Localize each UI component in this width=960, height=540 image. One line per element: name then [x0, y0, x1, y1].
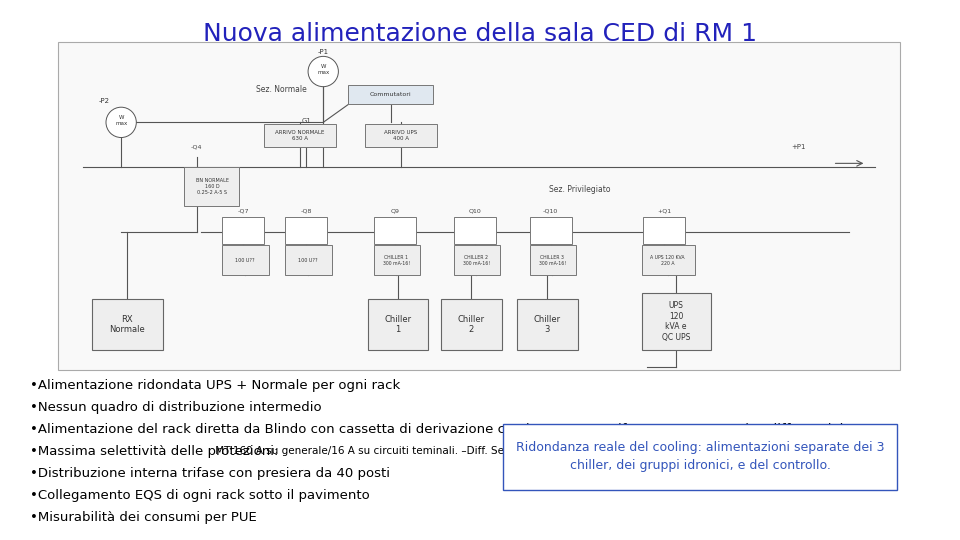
FancyBboxPatch shape [348, 85, 433, 104]
FancyBboxPatch shape [264, 124, 336, 147]
Text: +P1: +P1 [792, 144, 806, 150]
FancyBboxPatch shape [516, 300, 578, 350]
FancyBboxPatch shape [454, 245, 500, 275]
Text: •Alimentazione del rack diretta da Blindo con cassetta di derivazione con interr: •Alimentazione del rack diretta da Blind… [30, 422, 855, 435]
Text: -P2: -P2 [99, 98, 109, 104]
FancyBboxPatch shape [368, 300, 428, 350]
Text: G1: G1 [301, 118, 311, 124]
Text: CHILLER 3
300 mA-16!: CHILLER 3 300 mA-16! [539, 255, 565, 266]
Text: -Q4: -Q4 [191, 145, 203, 150]
Text: •Alimentazione ridondata UPS + Normale per ogni rack: •Alimentazione ridondata UPS + Normale p… [30, 379, 400, 392]
FancyBboxPatch shape [373, 218, 416, 244]
Text: Q10: Q10 [468, 208, 481, 213]
FancyBboxPatch shape [366, 124, 437, 147]
Text: BN NORMALE
160 D
0.25-2 A-5 S: BN NORMALE 160 D 0.25-2 A-5 S [196, 178, 228, 194]
Text: -Q10: -Q10 [543, 208, 558, 213]
FancyBboxPatch shape [441, 300, 502, 350]
FancyBboxPatch shape [222, 245, 269, 275]
Text: Commutatori: Commutatori [370, 92, 412, 97]
FancyBboxPatch shape [184, 167, 239, 206]
Text: -Q7: -Q7 [237, 208, 249, 213]
Text: Chiller
3: Chiller 3 [534, 315, 561, 334]
Text: •Nessun quadro di distribuzione intermedio: •Nessun quadro di distribuzione intermed… [30, 401, 322, 414]
Text: Sez. Privilegiato: Sez. Privilegiato [549, 185, 611, 194]
Text: Q9: Q9 [391, 208, 399, 213]
FancyBboxPatch shape [530, 218, 571, 244]
Text: CHILLER 1
300 mA-16!: CHILLER 1 300 mA-16! [383, 255, 410, 266]
Text: W
max: W max [317, 64, 329, 75]
Text: 100 U??: 100 U?? [235, 258, 254, 262]
FancyBboxPatch shape [530, 245, 576, 275]
Text: W
max: W max [115, 116, 128, 126]
Text: A UPS 120 KVA
220 A: A UPS 120 KVA 220 A [650, 255, 684, 266]
Text: Chiller
1: Chiller 1 [385, 315, 412, 334]
Text: MT:160 A su generale/16 A su circuiti teminali. –Diff. Selettivo su gen/ 300 mA : MT:160 A su generale/16 A su circuiti te… [212, 446, 695, 456]
Text: Chiller
2: Chiller 2 [458, 315, 485, 334]
FancyBboxPatch shape [641, 245, 694, 275]
FancyBboxPatch shape [58, 42, 900, 370]
Text: UPS
120
kVA e
QC UPS: UPS 120 kVA e QC UPS [661, 301, 690, 342]
FancyBboxPatch shape [285, 218, 327, 244]
Text: -P1: -P1 [318, 49, 328, 55]
Text: RX
Normale: RX Normale [109, 315, 145, 334]
Text: +Q1: +Q1 [658, 208, 671, 213]
FancyBboxPatch shape [222, 218, 264, 244]
Text: 100 U??: 100 U?? [299, 258, 318, 262]
FancyBboxPatch shape [643, 218, 685, 244]
FancyBboxPatch shape [285, 245, 331, 275]
Text: ARRIVO NORMALE
630 A: ARRIVO NORMALE 630 A [275, 130, 324, 141]
Text: •Collegamento EQS di ogni rack sotto il pavimento: •Collegamento EQS di ogni rack sotto il … [30, 489, 370, 502]
Text: •Misurabilità dei consumi per PUE: •Misurabilità dei consumi per PUE [30, 510, 256, 523]
FancyBboxPatch shape [641, 293, 711, 350]
Text: -Q8: -Q8 [300, 208, 312, 213]
FancyBboxPatch shape [503, 424, 897, 490]
Text: Nuova alimentazione della sala CED di RM 1: Nuova alimentazione della sala CED di RM… [203, 22, 757, 46]
Circle shape [308, 56, 338, 87]
Text: •Massima selettività delle protezioni:: •Massima selettività delle protezioni: [30, 444, 278, 457]
FancyBboxPatch shape [92, 300, 163, 350]
Circle shape [106, 107, 136, 138]
Text: CHILLER 2
300 mA-16!: CHILLER 2 300 mA-16! [463, 255, 490, 266]
Text: ARRIVO UPS
400 A: ARRIVO UPS 400 A [384, 130, 418, 141]
Text: Sez. Normale: Sez. Normale [255, 85, 306, 94]
Text: •Distribuzione interna trifase con presiera da 40 posti: •Distribuzione interna trifase con presi… [30, 467, 390, 480]
Text: Ridondanza reale del cooling: alimentazioni separate dei 3
chiller, dei gruppi i: Ridondanza reale del cooling: alimentazi… [516, 442, 884, 472]
FancyBboxPatch shape [454, 218, 495, 244]
FancyBboxPatch shape [373, 245, 420, 275]
